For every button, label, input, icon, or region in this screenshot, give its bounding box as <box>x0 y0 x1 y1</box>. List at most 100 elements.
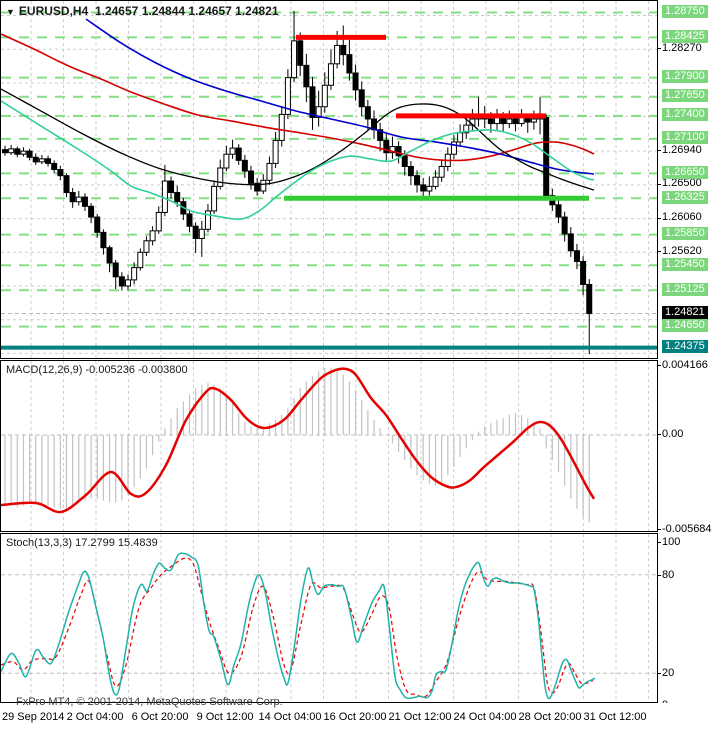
ma-black <box>1 88 595 191</box>
stochastic-indicator-pane[interactable]: Stoch(13,3,3) 17.2799 15.4839 <box>0 533 658 703</box>
macd-label: MACD(12,26,9) -0.005236 -0.003800 <box>6 364 188 376</box>
chart-title: ▼ EURUSD,H4 1.24657 1.24844 1.24657 1.248… <box>6 4 279 18</box>
level-price-label: 1.26650 <box>662 166 708 179</box>
candle-bull <box>334 44 341 65</box>
time-axis[interactable]: 29 Sep 2014 2 Oct 04:00 6 Oct 20:00 9 Oct 1… <box>0 703 712 732</box>
candle-bear <box>401 155 408 167</box>
candle-bull <box>211 185 218 212</box>
stochastic-name: Stoch(13,3,3) <box>6 537 73 549</box>
candle-bear <box>168 180 175 194</box>
level-price-label: 1.27650 <box>662 89 708 102</box>
price-label: 1.26940 <box>662 144 702 156</box>
price-label: 1.25620 <box>662 245 702 257</box>
macd-indicator-pane[interactable]: MACD(12,26,9) -0.005236 -0.003800 <box>0 360 658 532</box>
stoch-k-line <box>1 552 596 700</box>
time-label: 29 Sep 2014 <box>2 711 65 723</box>
axis-tick <box>658 48 661 49</box>
ma-springgreen-fast <box>1 100 595 221</box>
candle-bull <box>20 150 27 155</box>
ohlc-open: 1.24657 <box>94 4 139 18</box>
price-label: 1.26060 <box>662 211 702 223</box>
candle-bear <box>2 149 8 154</box>
candle-bull <box>217 167 224 187</box>
candle-bull <box>125 279 131 287</box>
candle-bear <box>303 64 310 88</box>
level-price-label: 1.27900 <box>662 70 708 83</box>
axis-tick <box>658 365 661 366</box>
candle-bull <box>131 267 138 281</box>
level-price-label: 1.25850 <box>662 227 708 240</box>
stoch-d-line <box>1 557 594 698</box>
time-label: 9 Oct 12:00 <box>196 711 254 723</box>
macd-name: MACD(12,26,9) <box>6 364 83 376</box>
level-price-label: 1.28425 <box>662 30 708 43</box>
axis-tick <box>658 150 661 151</box>
candle-bull <box>8 148 15 154</box>
time-label: 6 Oct 20:00 <box>131 711 189 723</box>
candle-bear <box>26 150 33 158</box>
candle-bear <box>254 182 261 192</box>
candle-bear <box>88 205 95 218</box>
candle-bull <box>75 196 82 203</box>
candle-bull <box>223 153 230 169</box>
candle-bull <box>321 84 328 108</box>
price-axis[interactable]: 1.28270 1.26940 1.26500 1.26060 1.25620 1.287… <box>658 0 712 711</box>
time-label: 28 Oct 20:00 <box>518 711 582 723</box>
candle-bear <box>555 204 562 218</box>
candle-bear <box>487 118 494 125</box>
ohlc-close: 1.24821 <box>235 4 279 18</box>
candle-bear <box>543 116 550 197</box>
candle-bear <box>512 118 519 125</box>
teal-level-price-label: 1.24375 <box>662 340 708 353</box>
candle-bear <box>69 192 76 203</box>
stoch-scale-label: 80 <box>662 569 675 581</box>
candle-bear <box>573 250 580 262</box>
candle-bull <box>291 40 298 79</box>
candle-bull <box>457 132 464 143</box>
axis-tick <box>658 542 661 543</box>
candle-bear <box>340 44 347 56</box>
candle-bear <box>94 216 101 233</box>
candle-bear <box>297 40 304 66</box>
candle-bull <box>229 147 236 155</box>
stochastic-label: Stoch(13,3,3) 17.2799 15.4839 <box>6 537 158 549</box>
price-chart-canvas <box>1 1 657 358</box>
candle-bull <box>161 180 168 213</box>
candle-bear <box>352 72 359 91</box>
macd-values: -0.005236 -0.003800 <box>85 364 188 376</box>
candle-bear <box>358 89 365 108</box>
candle-bull <box>450 141 457 155</box>
level-price-label: 1.27400 <box>662 108 708 121</box>
time-label: 2 Oct 04:00 <box>66 711 124 723</box>
candle-bull <box>260 179 267 192</box>
candle-bull <box>389 146 396 154</box>
stochastic-canvas <box>1 534 657 702</box>
candle-bear <box>32 156 39 163</box>
candle-bull <box>432 176 439 187</box>
candle-bear <box>395 146 402 157</box>
candle-bull <box>463 124 470 134</box>
candle-bear <box>174 192 181 203</box>
candle-bear <box>118 276 125 287</box>
candle-bull <box>530 118 537 123</box>
main-chart-pane[interactable]: ▼ EURUSD,H4 1.24657 1.24844 1.24657 1.248… <box>0 0 658 359</box>
candle-bear <box>57 169 64 177</box>
candle-bear <box>63 175 70 194</box>
ma-blue <box>85 18 595 175</box>
candle-bear <box>364 106 371 120</box>
candle-bear <box>377 129 384 141</box>
macd-canvas <box>1 361 657 531</box>
candle-bear <box>383 139 390 154</box>
price-label: 1.28270 <box>662 42 702 54</box>
macd-signal-line <box>1 367 596 514</box>
candle-bull <box>438 165 445 178</box>
stochastic-values: 17.2799 15.4839 <box>75 537 158 549</box>
level-price-label: 1.26325 <box>662 191 708 204</box>
candle-bull <box>506 118 513 125</box>
candle-bear <box>81 196 88 207</box>
level-price-label: 1.28750 <box>662 5 708 18</box>
bid-price-label: 1.24821 <box>662 306 708 319</box>
macd-scale-label: 0.004166 <box>662 359 708 371</box>
axis-tick <box>658 251 661 252</box>
